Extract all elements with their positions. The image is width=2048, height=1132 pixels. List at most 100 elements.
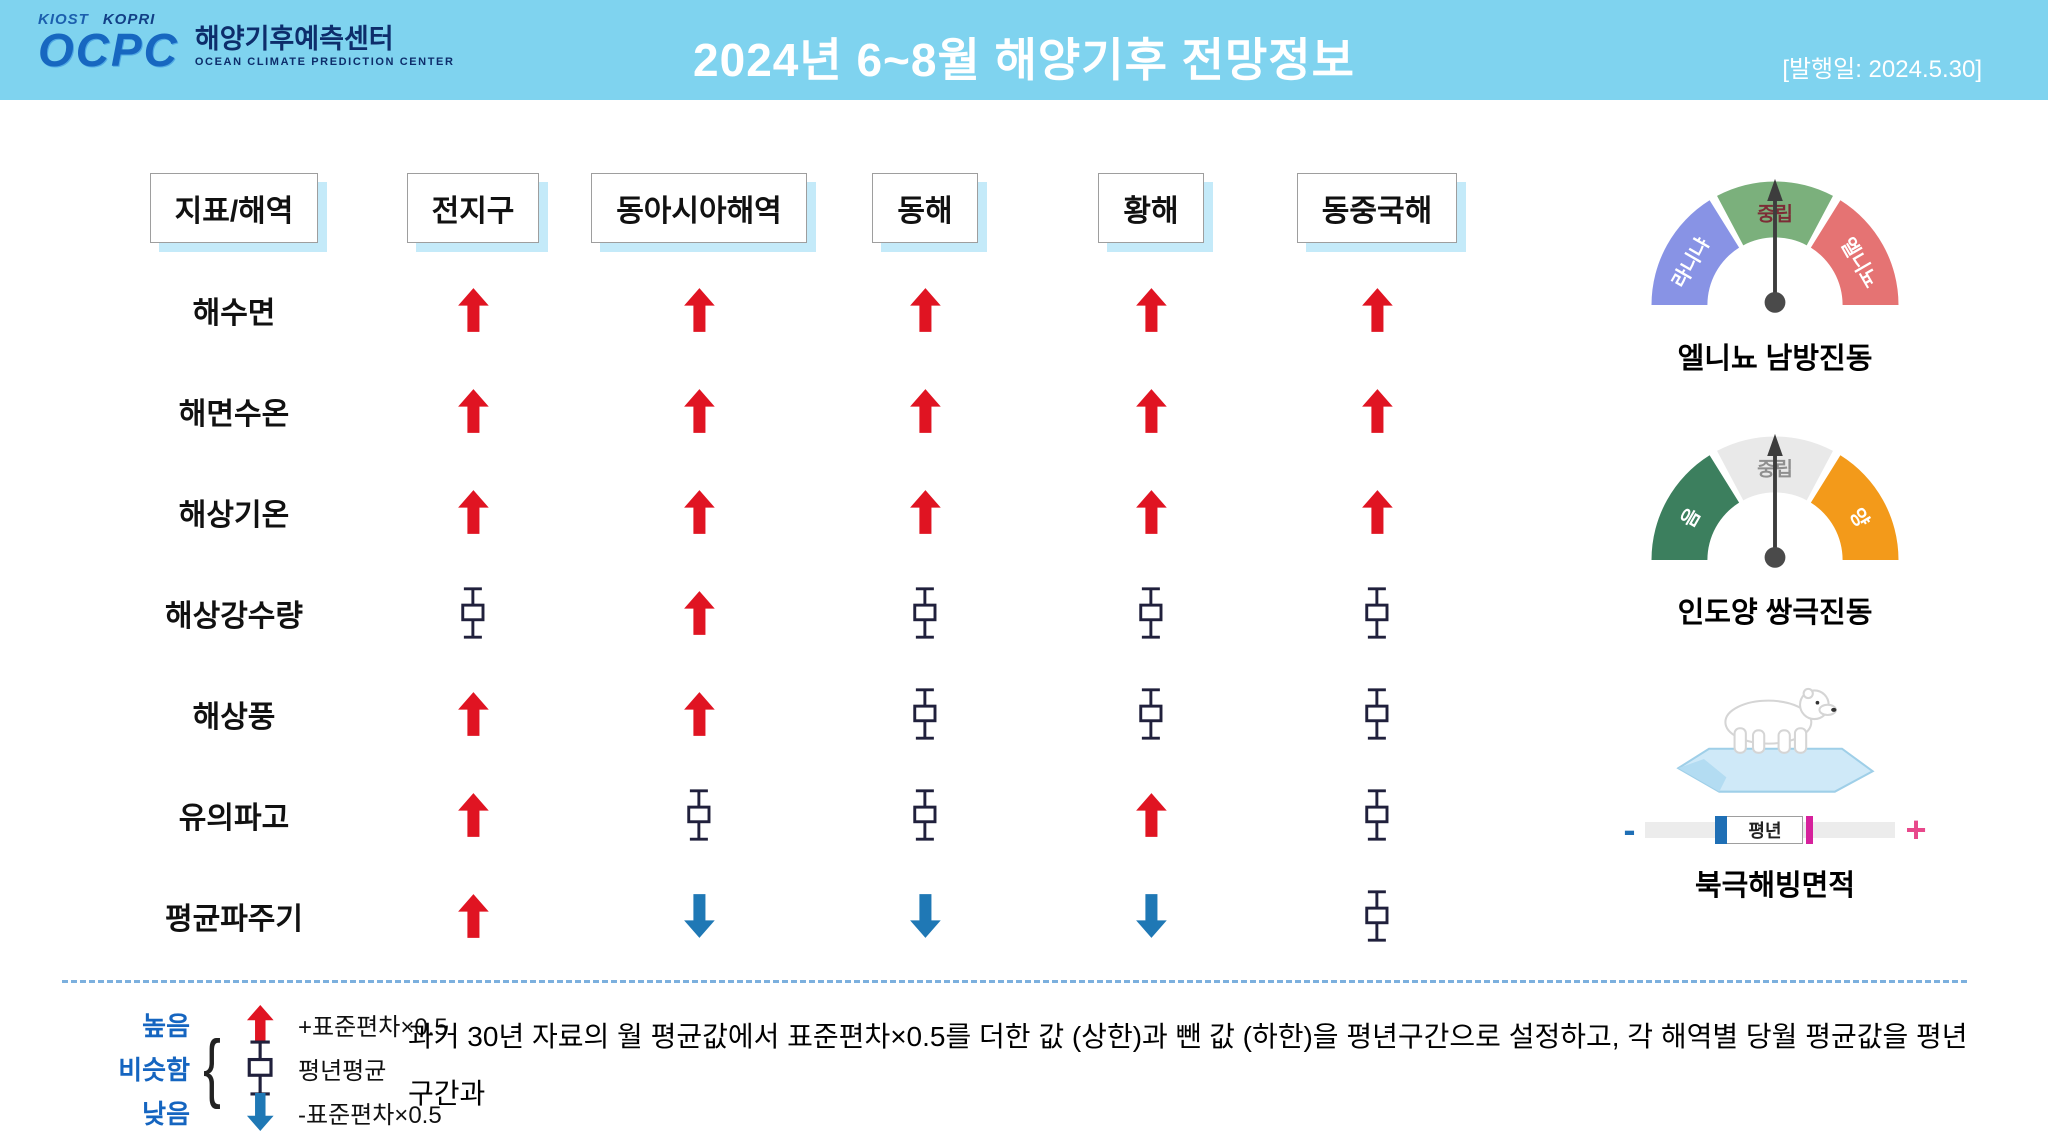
normal-range-icon [1134, 687, 1168, 741]
table-cell [1038, 663, 1264, 764]
up-arrow-icon [683, 287, 716, 333]
gauge-segment-elnino [1810, 200, 1899, 305]
legend-description-line1: 과거 30년 자료의 월 평균값에서 표준편차×0.5를 더한 값 (상한)과 … [408, 1021, 1968, 1109]
up-arrow-icon [457, 388, 490, 434]
up-arrow-icon [909, 388, 942, 434]
iod-gauge-dial: 음 중립 양 [1651, 433, 1899, 568]
iod-gauge: 음 중립 양 인도양 쌍극진동 [1632, 417, 1918, 632]
gauge-needle-icon [1764, 178, 1786, 313]
up-arrow-icon [457, 691, 490, 737]
legend-mean-note: 평년평균 [298, 1057, 387, 1085]
up-arrow-icon [683, 590, 716, 636]
normal-range-icon [1360, 889, 1394, 943]
normal-range-icon [1360, 788, 1394, 842]
table-cell [586, 764, 812, 865]
normal-range-icon [456, 586, 490, 640]
table-cell [812, 360, 1038, 461]
table-cell [1038, 865, 1264, 966]
normal-range-marker: 평년 [1715, 816, 1814, 845]
normal-range-icon [908, 687, 942, 741]
up-arrow-icon [457, 893, 490, 939]
down-arrow-icon [683, 893, 716, 939]
column-header-east-china-sea: 동중국해 [1296, 173, 1458, 243]
legend-low-label: 낮음 [142, 1098, 190, 1129]
column-header-cell: 전지구 [360, 158, 586, 258]
normal-range-icon [908, 586, 942, 640]
sea-ice-scale: - 평년 + [1623, 812, 1926, 848]
up-arrow-icon [457, 792, 490, 838]
row-label-sea-wind: 해상풍 [192, 700, 276, 734]
dashed-separator [62, 980, 1967, 983]
table-cell [812, 562, 1038, 663]
down-arrow-icon [1135, 893, 1168, 939]
table-cell [1264, 259, 1490, 360]
up-arrow-icon [683, 489, 716, 535]
enso-gauge: 라니냐 중립 엘니뇨 엘니뇨 남방진동 [1632, 162, 1918, 377]
ocpc-wordmark: OCPC [38, 24, 179, 76]
center-name: 해양기후예측센터 OCEAN CLIMATE PREDICTION CENTER [195, 17, 455, 73]
legend-lower-note: -표준편차×0.5 [298, 1101, 442, 1129]
scale-minus-label: - [1623, 809, 1636, 851]
center-name-kr: 해양기후예측센터 [194, 24, 394, 54]
table-cell [360, 562, 586, 663]
up-arrow-icon [1361, 489, 1394, 535]
table-cell [360, 259, 586, 360]
table-cell [1264, 865, 1490, 966]
normal-range-icon [1360, 687, 1394, 741]
ocpc-logo: KIOST KOPRI OCPC 해양기후예측센터 OCEAN CLIMATE … [38, 12, 455, 73]
normal-range-icon [908, 788, 942, 842]
table-cell [1038, 461, 1264, 562]
table-cell [1264, 663, 1490, 764]
legend-description: 과거 30년 자료의 월 평균값에서 표준편차×0.5를 더한 값 (상한)과 … [408, 1008, 1983, 1132]
normal-range-icon [1134, 586, 1168, 640]
header-bar: KIOST KOPRI OCPC 해양기후예측센터 OCEAN CLIMATE … [0, 0, 2048, 100]
column-header-cell: 황해 [1038, 158, 1264, 258]
table-cell [1264, 461, 1490, 562]
table-cell [1038, 562, 1264, 663]
normal-range-icon [228, 1039, 292, 1097]
sea-ice-block: - 평년 + 북극해빙면적 [1623, 671, 1927, 904]
table-cell [812, 259, 1038, 360]
table-cell [812, 461, 1038, 562]
up-arrow-icon [909, 489, 942, 535]
table-cell [586, 663, 812, 764]
up-arrow-icon [1361, 388, 1394, 434]
table-cell [812, 764, 1038, 865]
up-arrow-icon [1361, 287, 1394, 333]
up-arrow-icon [1135, 489, 1168, 535]
up-arrow-icon [1135, 287, 1168, 333]
table-cell [1038, 764, 1264, 865]
table-cell [1264, 360, 1490, 461]
column-header-cell: 동해 [812, 158, 1038, 258]
row-label-marine-air-temp: 해상기온 [178, 498, 290, 532]
up-arrow-icon [228, 1004, 292, 1044]
up-arrow-icon [1135, 388, 1168, 434]
gauge-needle-icon [1764, 433, 1786, 568]
current-value-tick [1715, 816, 1728, 845]
normal-range-icon [1360, 586, 1394, 640]
column-header-yellow-sea: 황해 [1098, 173, 1204, 243]
table-cell [1038, 259, 1264, 360]
row-label-sst: 해면수온 [178, 397, 290, 431]
up-arrow-icon [683, 388, 716, 434]
scale-plus-label: + [1905, 809, 1927, 851]
down-arrow-icon [909, 893, 942, 939]
row-label-wave-height: 유의파고 [178, 801, 290, 835]
column-header-cell: 동중국해 [1264, 158, 1490, 258]
table-cell [1264, 562, 1490, 663]
table-cell [360, 663, 586, 764]
row-label-marine-precipitation: 해상강수량 [165, 599, 303, 633]
table-cell [1038, 360, 1264, 461]
kiost-logo: KIOST [38, 11, 89, 28]
polar-bear-icon [1675, 688, 1875, 793]
legend-brace: { [203, 1025, 221, 1110]
kopri-logo: KOPRI [102, 11, 156, 28]
logo-wordmark: KIOST KOPRI OCPC [38, 12, 179, 73]
table-cell [360, 360, 586, 461]
table-cell [586, 259, 812, 360]
legend-high-label: 높음 [142, 1010, 190, 1041]
legend-upper-note: +표준편차×0.5 [298, 1013, 448, 1041]
table-cell [360, 764, 586, 865]
climate-modes-panel: 라니냐 중립 엘니뇨 엘니뇨 남방진동 음 중립 양 [1600, 162, 1950, 944]
